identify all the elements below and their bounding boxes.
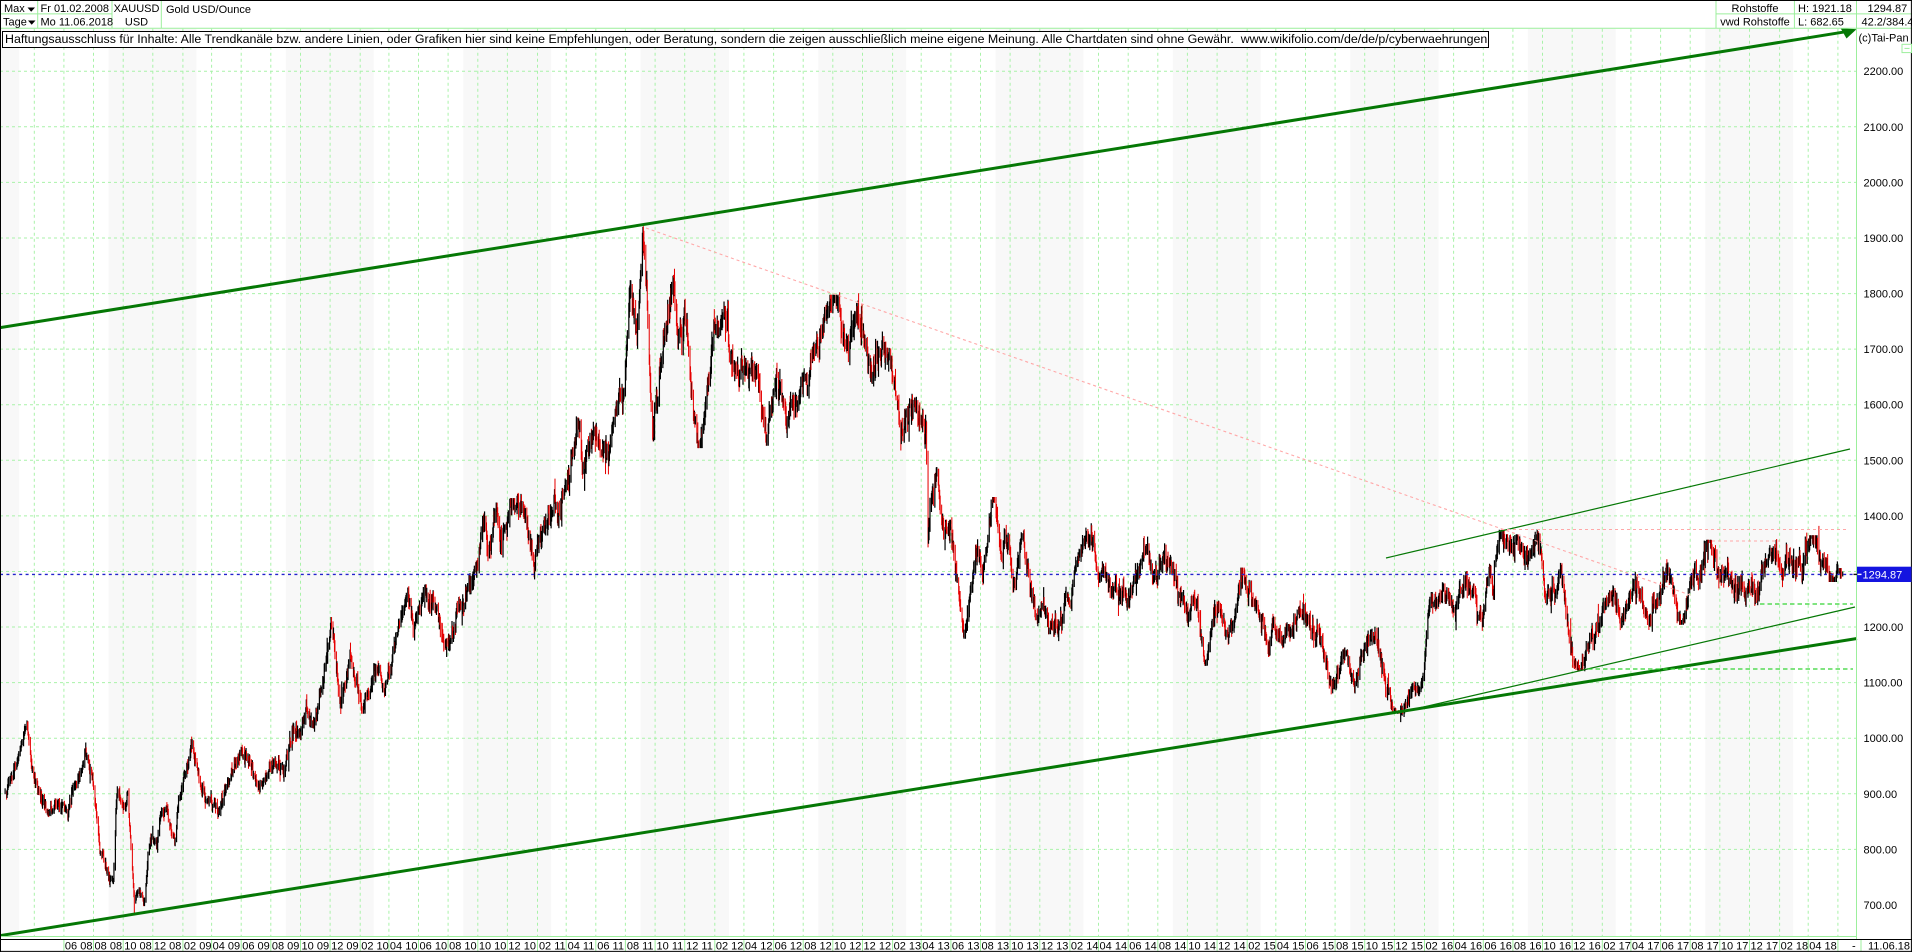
svg-text:H: 1921.18: H: 1921.18 xyxy=(1798,3,1852,15)
svg-text:vwd Rohstoffe: vwd Rohstoffe xyxy=(1720,17,1790,29)
svg-text:10 09: 10 09 xyxy=(302,941,330,952)
svg-text:12 08: 12 08 xyxy=(154,941,182,952)
svg-text:02 16: 02 16 xyxy=(1426,941,1454,952)
svg-text:1200.00: 1200.00 xyxy=(1864,622,1904,634)
svg-text:USD: USD xyxy=(125,17,148,29)
svg-text:06 11: 06 11 xyxy=(597,941,624,952)
svg-text:04 12: 04 12 xyxy=(745,941,773,952)
svg-text:04 13: 04 13 xyxy=(922,941,950,952)
svg-text:02 18: 02 18 xyxy=(1781,941,1809,952)
svg-text:10 13: 10 13 xyxy=(1011,941,1039,952)
svg-text:1600.00: 1600.00 xyxy=(1864,400,1904,412)
svg-text:10 12: 10 12 xyxy=(834,941,862,952)
svg-text:1294.87: 1294.87 xyxy=(1868,3,1908,15)
svg-text:02 12: 02 12 xyxy=(716,941,744,952)
svg-text:1294.87: 1294.87 xyxy=(1863,570,1903,582)
svg-text:2200.00: 2200.00 xyxy=(1864,66,1904,78)
svg-text:1000.00: 1000.00 xyxy=(1864,733,1904,745)
svg-text:800.00: 800.00 xyxy=(1864,844,1898,856)
svg-text:08 10: 08 10 xyxy=(449,941,477,952)
svg-text:12 13: 12 13 xyxy=(1041,941,1069,952)
svg-text:12 10: 12 10 xyxy=(508,941,536,952)
svg-text:08 13: 08 13 xyxy=(982,941,1010,952)
svg-text:02 09: 02 09 xyxy=(184,941,212,952)
svg-text:10 11: 10 11 xyxy=(657,941,684,952)
svg-text:(c)Tai-Pan: (c)Tai-Pan xyxy=(1859,33,1909,45)
svg-text:04 16: 04 16 xyxy=(1455,941,1483,952)
svg-text:L: 682.65: L: 682.65 xyxy=(1798,17,1844,29)
svg-text:10 10: 10 10 xyxy=(479,941,507,952)
svg-text:1100.00: 1100.00 xyxy=(1864,678,1903,690)
svg-text:02 11: 02 11 xyxy=(539,941,566,952)
svg-text:06 17: 06 17 xyxy=(1662,941,1690,952)
svg-text:06 08: 06 08 xyxy=(65,941,93,952)
svg-text:Rohstoffe: Rohstoffe xyxy=(1732,3,1779,15)
svg-text:12 17: 12 17 xyxy=(1751,941,1779,952)
svg-text:02 13: 02 13 xyxy=(894,941,922,952)
svg-text:08 08: 08 08 xyxy=(95,941,123,952)
svg-text:-: - xyxy=(1852,941,1856,952)
svg-text:02 14: 02 14 xyxy=(1071,941,1099,952)
svg-text:12 11: 12 11 xyxy=(686,941,713,952)
svg-text:04 18: 04 18 xyxy=(1809,941,1837,952)
svg-text:04 10: 04 10 xyxy=(390,941,418,952)
svg-text:12 14: 12 14 xyxy=(1218,941,1246,952)
svg-text:10 16: 10 16 xyxy=(1544,941,1572,952)
svg-text:06 10: 06 10 xyxy=(420,941,448,952)
svg-text:2100.00: 2100.00 xyxy=(1864,122,1904,134)
svg-text:10 14: 10 14 xyxy=(1188,941,1216,952)
svg-text:08 14: 08 14 xyxy=(1159,941,1187,952)
svg-text:11.06.18: 11.06.18 xyxy=(1868,941,1910,952)
svg-text:02 15: 02 15 xyxy=(1248,941,1276,952)
svg-text:700.00: 700.00 xyxy=(1864,900,1898,912)
svg-text:10 15: 10 15 xyxy=(1366,941,1394,952)
svg-text:08 09: 08 09 xyxy=(272,941,300,952)
svg-text:Tage: Tage xyxy=(3,17,27,29)
svg-text:08 12: 08 12 xyxy=(804,941,832,952)
svg-text:Mo 11.06.2018: Mo 11.06.2018 xyxy=(41,17,114,29)
svg-text:1700.00: 1700.00 xyxy=(1864,344,1904,356)
svg-text:06 14: 06 14 xyxy=(1129,941,1157,952)
svg-text:2000.00: 2000.00 xyxy=(1864,177,1904,189)
svg-text:900.00: 900.00 xyxy=(1864,789,1898,801)
svg-text:08 15: 08 15 xyxy=(1336,941,1364,952)
svg-text:1800.00: 1800.00 xyxy=(1864,289,1904,301)
svg-text:Fr 01.02.2008: Fr 01.02.2008 xyxy=(41,3,110,15)
svg-text:02 17: 02 17 xyxy=(1603,941,1631,952)
svg-text:Gold USD/Ounce: Gold USD/Ounce xyxy=(166,4,251,16)
svg-text:10 17: 10 17 xyxy=(1721,941,1749,952)
svg-text:04 14: 04 14 xyxy=(1100,941,1128,952)
svg-text:06 12: 06 12 xyxy=(775,941,803,952)
svg-text:04 11: 04 11 xyxy=(568,941,595,952)
svg-text:02 10: 02 10 xyxy=(361,941,389,952)
svg-text:08 16: 08 16 xyxy=(1514,941,1542,952)
svg-text:06 15: 06 15 xyxy=(1307,941,1335,952)
svg-text:08 11: 08 11 xyxy=(627,941,654,952)
svg-text:12 15: 12 15 xyxy=(1395,941,1423,952)
svg-text:10 08: 10 08 xyxy=(124,941,152,952)
svg-text:12 12: 12 12 xyxy=(864,941,892,952)
svg-text:42.2/384.44: 42.2/384.44 xyxy=(1862,17,1912,29)
svg-text:06 13: 06 13 xyxy=(952,941,980,952)
svg-text:1500.00: 1500.00 xyxy=(1864,455,1904,467)
svg-text:04 15: 04 15 xyxy=(1277,941,1305,952)
svg-text:1900.00: 1900.00 xyxy=(1864,233,1904,245)
svg-text:04 09: 04 09 xyxy=(213,941,241,952)
svg-text:12 09: 12 09 xyxy=(331,941,359,952)
svg-text:12 16: 12 16 xyxy=(1573,941,1601,952)
svg-text:XAUUSD: XAUUSD xyxy=(114,3,160,15)
svg-text:08 17: 08 17 xyxy=(1691,941,1719,952)
svg-text:Max: Max xyxy=(4,3,25,15)
svg-text:06 09: 06 09 xyxy=(242,941,270,952)
svg-text:06 16: 06 16 xyxy=(1484,941,1512,952)
svg-text:04 17: 04 17 xyxy=(1632,941,1660,952)
svg-text:1400.00: 1400.00 xyxy=(1864,511,1904,523)
